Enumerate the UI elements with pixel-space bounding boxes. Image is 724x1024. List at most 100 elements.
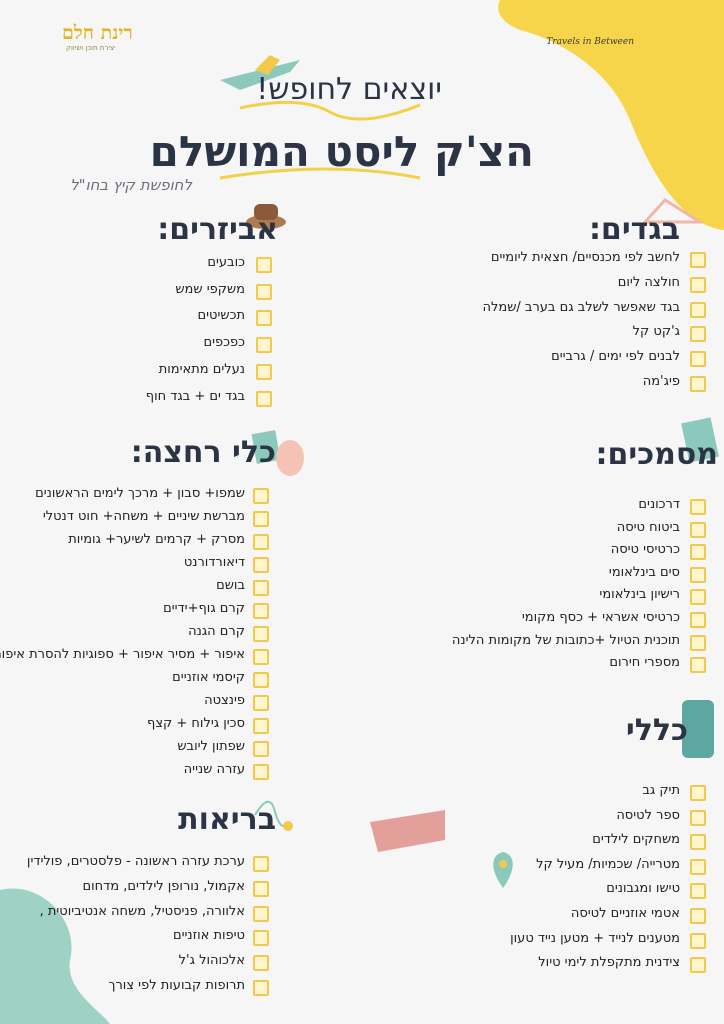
checkbox — [253, 930, 269, 947]
hat-icon — [246, 215, 286, 229]
checkbox — [253, 718, 269, 734]
checklist-item: משחקים לילדים — [592, 832, 680, 848]
checkbox — [690, 612, 706, 628]
checkbox — [253, 603, 269, 619]
checklist-item: רישיון בינלאומי — [599, 587, 680, 603]
teal-blob — [0, 888, 110, 1024]
checklist-item: נעלים מתאימות — [158, 361, 245, 377]
checklist-item: פינצטה — [204, 693, 245, 708]
checkbox — [253, 905, 269, 922]
checkbox — [256, 310, 272, 327]
pin-icon — [493, 852, 513, 888]
pin-icon — [499, 860, 507, 868]
documents-icon — [681, 417, 719, 463]
checkbox — [690, 544, 706, 561]
checklist-item: מברשת שיניים + משחה+ חוט דנטלי — [42, 509, 245, 524]
checkbox — [253, 511, 269, 527]
checkbox — [690, 957, 706, 974]
checklist-item: טיפות אוזניים — [172, 928, 245, 944]
section-title: בריאות — [178, 802, 276, 837]
checklist-item: תוכנית הטיול +כתובות של מקומות הלינה — [451, 632, 680, 648]
checkbox — [256, 390, 272, 407]
checkbox — [256, 337, 272, 354]
checklist-item: טישו ומגבונים — [606, 881, 680, 897]
section-title: כלי רחצה: — [130, 435, 276, 470]
wipes-icon — [370, 810, 445, 852]
checkbox — [690, 657, 706, 674]
checklist-item: שמפו+ סבון + מרכך לימים הראשונים — [35, 486, 245, 501]
checkbox — [690, 326, 706, 343]
checkbox — [253, 534, 269, 550]
checkbox — [690, 858, 706, 875]
suitcase-icon — [682, 700, 714, 758]
section-title: כללי — [625, 713, 688, 748]
checklist-item: קיסמי אוזניים — [172, 670, 245, 685]
checkbox — [690, 883, 706, 900]
checklist-item: מסרק + קרמים לשיער+ גומיות — [68, 532, 245, 547]
checklist-item: אטמי אוזניים לטיסה — [570, 906, 680, 921]
checkbox — [253, 695, 269, 711]
subtitle: לחופשת קיץ בחו"ל — [70, 176, 192, 194]
section-title: בגדים: — [588, 212, 680, 247]
checklist-item: אקמול, נורופן לילדים, מדחום — [82, 878, 245, 894]
checklist-item: עזרה שנייה — [183, 762, 245, 777]
checkbox — [690, 834, 706, 851]
checklist-item: סים בינלאומי — [608, 564, 680, 580]
checkbox — [690, 276, 706, 293]
section-title: מסמכים: — [595, 437, 718, 472]
pre-title: יוצאים לחופש! — [256, 72, 442, 107]
checkbox — [253, 488, 269, 504]
checklist-item: ספר לטיסה — [616, 807, 680, 823]
checklist-item: כרטיסי אשראי + כסף מקומי — [521, 610, 680, 625]
checklist-item: מטענים לנייד + מטען נייד טעון — [510, 930, 680, 946]
logo-tagline: יצירת תוכן ושיווק — [66, 44, 116, 52]
checkbox — [256, 257, 272, 273]
checklist-item: לבנים לפי ימים / גרביים — [551, 349, 680, 365]
logo: Travels in Between — [546, 37, 634, 47]
checkbox — [256, 283, 272, 300]
checklist-item: קרם הגנה — [188, 624, 245, 639]
checkbox — [690, 785, 706, 801]
checklist-item: לחשב לפי מכנסיים/ חצאית ליומיים — [490, 250, 680, 265]
section-title: אביזרים: — [157, 212, 278, 247]
checkbox — [253, 672, 269, 688]
checklist-item: כרטיסי טיסה — [610, 542, 680, 558]
checkbox — [690, 252, 706, 268]
logo: רינת חלם — [62, 22, 133, 44]
underline — [219, 167, 421, 180]
checklist-item: תיק גב — [642, 783, 680, 798]
checklist-item: פיג'מה — [642, 374, 680, 389]
checklist-item: בושם — [216, 578, 245, 593]
checkbox — [253, 856, 269, 872]
mask-icon — [251, 430, 281, 464]
checklist-item: איפור + מסיר איפור + ספוגיות להסרת איפור — [0, 647, 245, 662]
checkbox — [690, 376, 706, 392]
checkbox — [690, 932, 706, 949]
yellow-blob — [498, 0, 724, 230]
checklist-item: בגד ים + בגד חוף — [145, 388, 245, 404]
mask-icon — [276, 440, 304, 476]
checklist-item: כפכפים — [203, 335, 245, 351]
hanger-icon — [641, 198, 706, 224]
checkbox — [690, 634, 706, 651]
underline — [239, 100, 421, 121]
checklist-item: חולצה ליום — [617, 274, 680, 290]
checklist-item: צידנית מתקפלת לימי טיול — [538, 955, 680, 971]
checkbox — [253, 955, 269, 972]
stethoscope-icon — [283, 821, 293, 831]
checklist-item: בגד שאפשר לשלב גם בערב /שמלה — [482, 299, 681, 315]
checkbox — [253, 557, 269, 573]
plane-icon — [220, 55, 300, 90]
checklist-item: דרכונים — [638, 497, 680, 512]
checkbox — [690, 521, 706, 538]
checkbox — [690, 589, 706, 606]
checklist-item: תכשיטים — [197, 308, 246, 324]
checklist-item: ג'קט קל — [632, 324, 680, 340]
checklist-item: קרם גוף+ידיים — [163, 601, 245, 616]
checklist-item: מספרי חירום — [609, 655, 680, 671]
checklist-item: סכין גילוח + קצף — [147, 716, 245, 731]
checkbox — [256, 363, 272, 380]
